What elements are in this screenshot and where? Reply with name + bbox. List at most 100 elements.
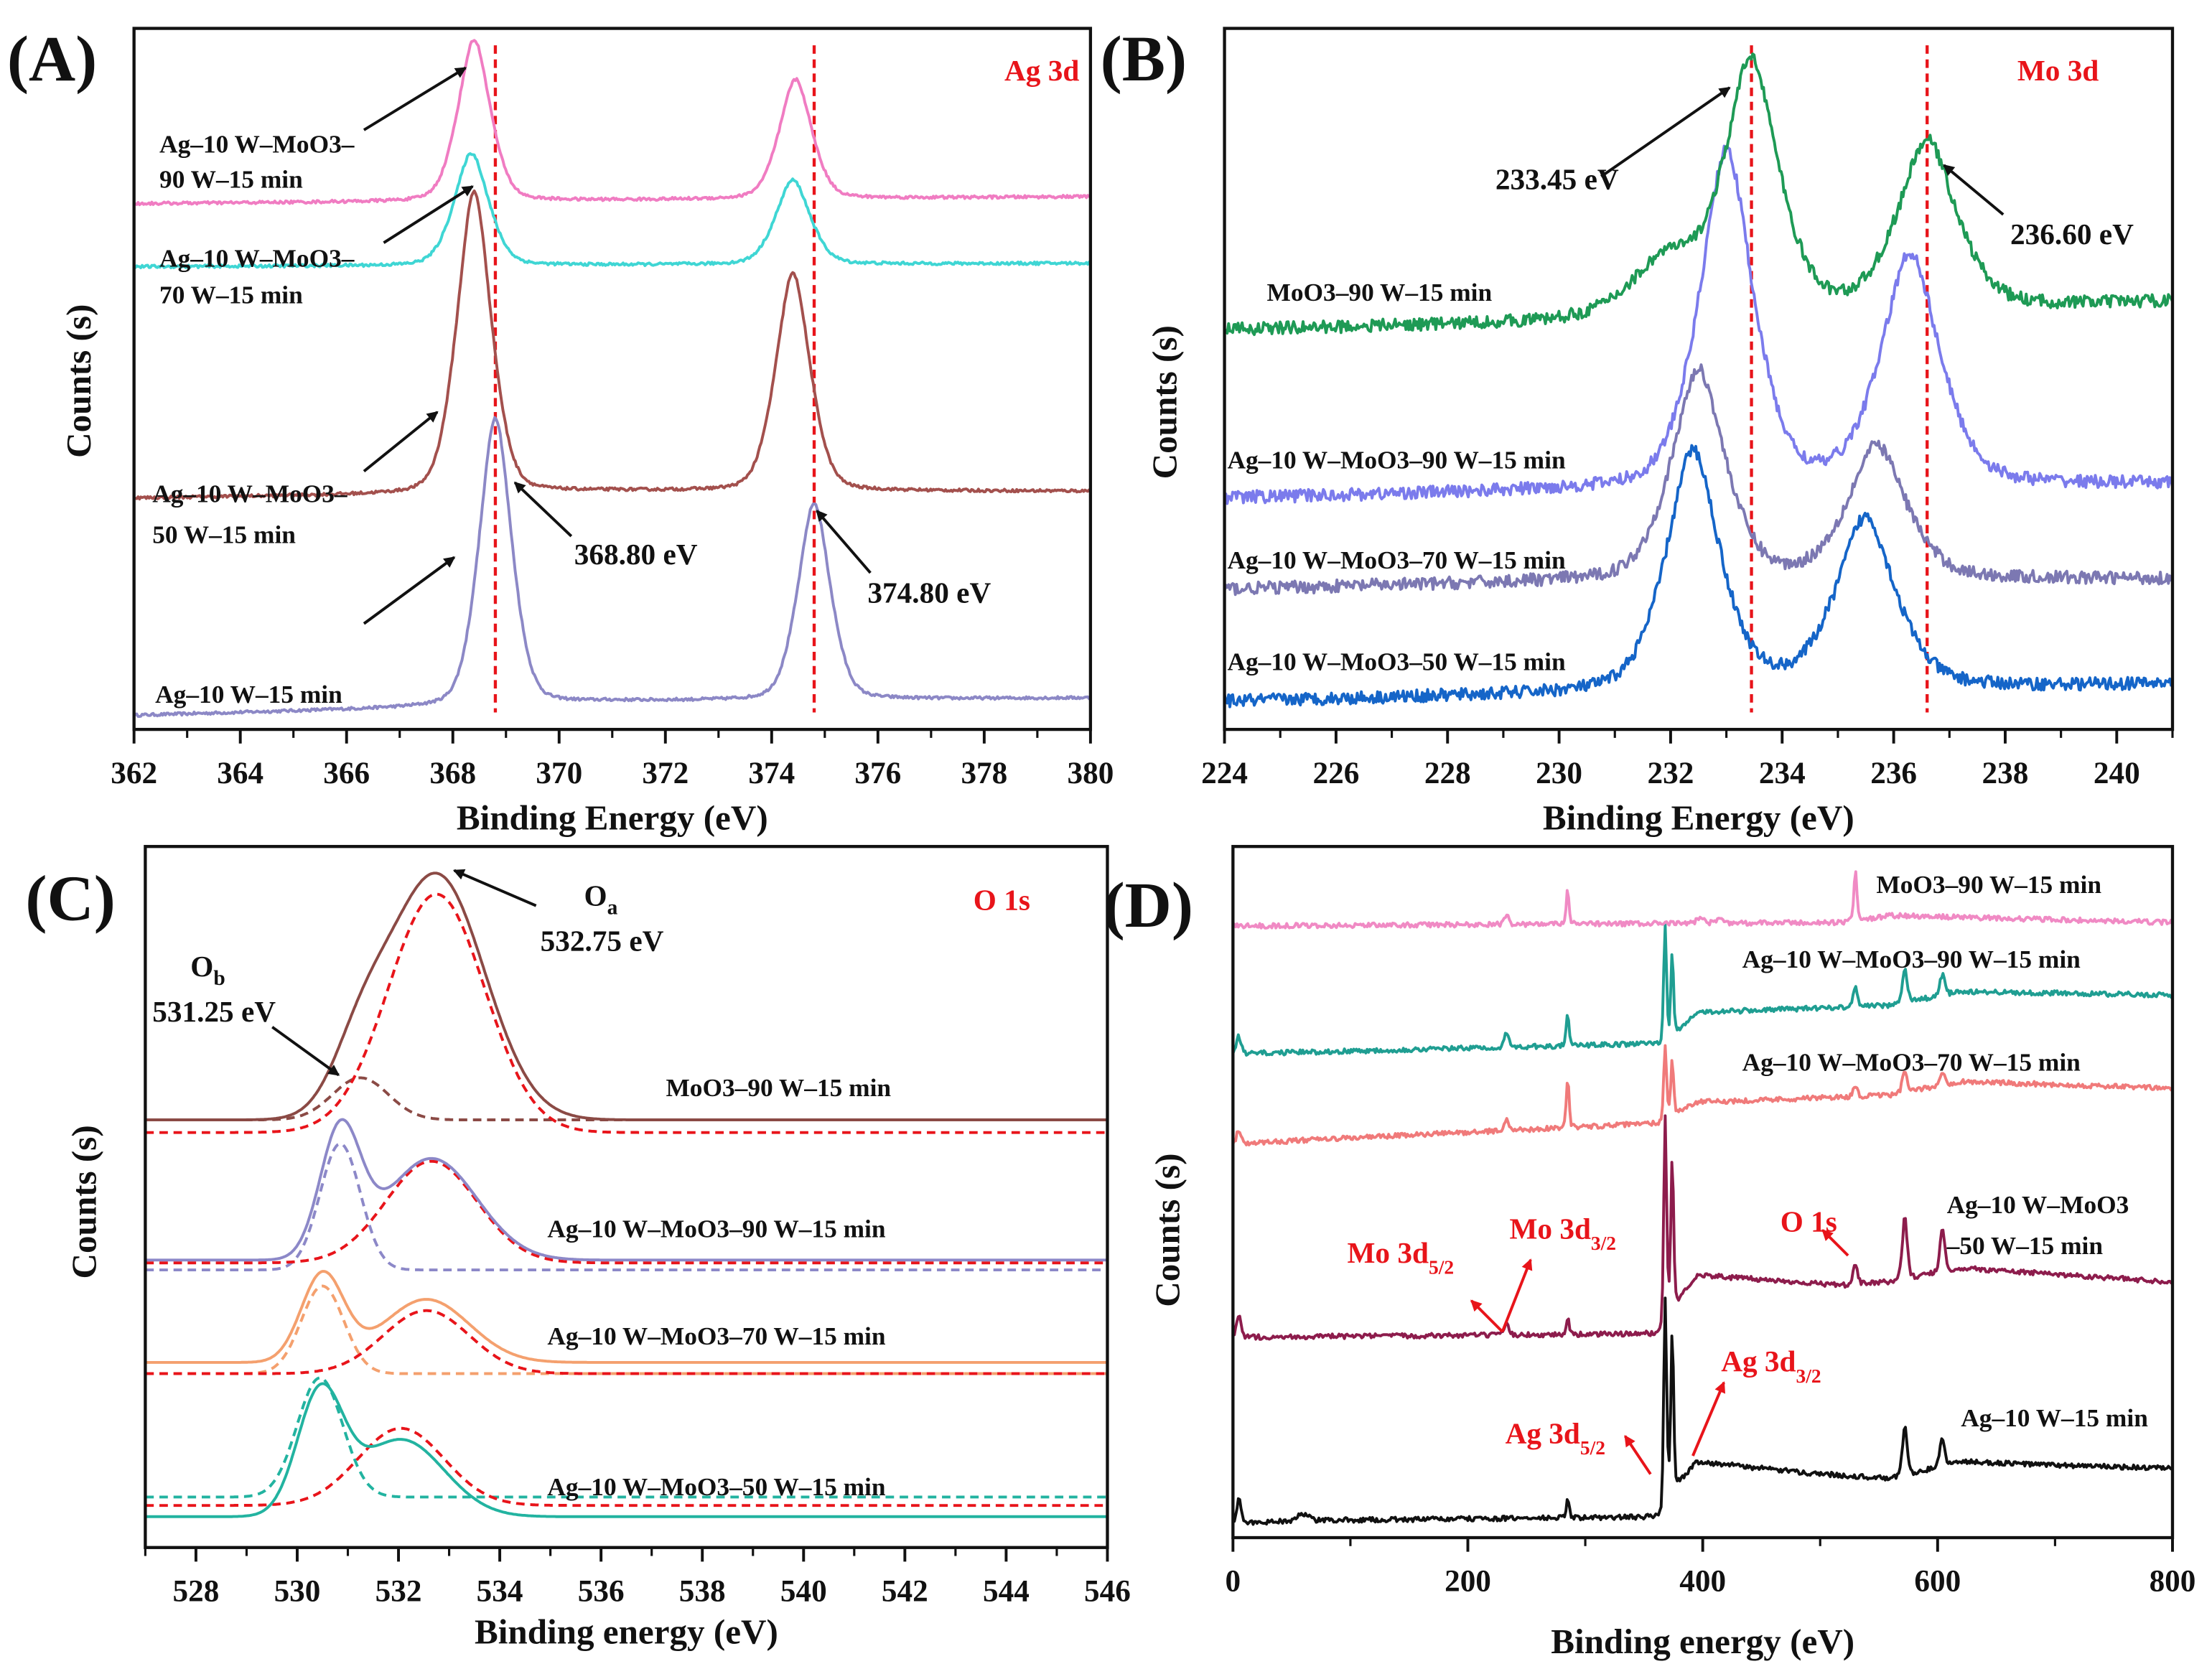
- arrow-icon: [363, 66, 467, 131]
- series-label: Ag–10 W–MoO3–90 W–15 min: [1742, 945, 2081, 973]
- plot-area: [145, 871, 1108, 1518]
- series-label: Ag–10 W–MoO3–50 W–15 min: [547, 1472, 885, 1501]
- x-tick-label: 236: [1870, 756, 1917, 790]
- x-tick-label: 538: [679, 1574, 726, 1608]
- mo-3d52-label: Mo 3d5/2: [1348, 1236, 1455, 1278]
- fit-component-line: [145, 1076, 1108, 1121]
- arrow-icon: [513, 481, 573, 538]
- plot-area: [1233, 870, 2173, 1526]
- plot-frame: [144, 845, 1109, 1549]
- panel-a-ag3d: 362 364 366 368 370 372 374 376 378 380: [111, 27, 1114, 790]
- fit-component-line: [145, 1142, 1108, 1272]
- series-label: Ag–10 W–MoO3: [1947, 1190, 2129, 1219]
- panel-d-survey: 0 200 400 600 800: [1226, 845, 2195, 1599]
- title-a: Ag 3d: [1004, 54, 1079, 87]
- arrow-icon: [1691, 1381, 1726, 1457]
- series-line: [145, 1270, 1108, 1364]
- peak-annotation: 236.60 eV: [2010, 218, 2134, 251]
- x-tick-label: 240: [2094, 756, 2140, 790]
- series-label: MoO3–90 W–15 min: [666, 1073, 891, 1102]
- x-tick-label: 226: [1312, 756, 1359, 790]
- fit-component-line: [145, 1284, 1108, 1375]
- fit-component-line: [145, 1376, 1108, 1499]
- arrows-a: [363, 66, 872, 625]
- x-tick-label: 542: [882, 1574, 928, 1608]
- x-tick-label: 230: [1536, 756, 1582, 790]
- x-tick-label: 364: [217, 756, 263, 790]
- ob-label: Ob: [190, 950, 225, 990]
- xlabel-c: Binding energy (eV): [475, 1612, 778, 1651]
- x-tick-label: 546: [1084, 1574, 1131, 1608]
- peak-annotation: 374.80 eV: [867, 576, 991, 609]
- arrow-icon: [1470, 1299, 1504, 1333]
- panel-b-mo3d: 224 226 228 230 232 234 236 238 240: [1201, 27, 2175, 790]
- x-tick-label: 376: [854, 756, 901, 790]
- ob-value: 531.25 eV: [152, 995, 276, 1028]
- plot-area: [134, 39, 1091, 719]
- series-label: Ag–10 W–MoO3–50 W–15 min: [1227, 648, 1565, 676]
- xlabel-b: Binding Energy (eV): [1543, 798, 1854, 838]
- x-tick-label: 228: [1424, 756, 1471, 790]
- x-tick-label: 536: [578, 1574, 625, 1608]
- series-label: 70 W–15 min: [159, 281, 303, 309]
- x-tick-label: 362: [111, 756, 157, 790]
- ylabel-c: Counts (s): [65, 1125, 104, 1278]
- series-line: [1224, 144, 2173, 505]
- series-label: Ag–10 W–MoO3–70 W–15 min: [1742, 1048, 2081, 1077]
- x-tick-label: 366: [323, 756, 370, 790]
- x-tick-label: 400: [1679, 1564, 1726, 1599]
- title-b: Mo 3d: [2017, 54, 2099, 87]
- plot-area: [1224, 45, 2173, 713]
- x-tick-label: 234: [1759, 756, 1806, 790]
- ag-3d32-label: Ag 3d3/2: [1721, 1345, 1821, 1387]
- panel-label-a: (A): [7, 22, 97, 95]
- arrow-icon: [1501, 1258, 1533, 1332]
- arrow-icon: [816, 510, 872, 574]
- x-tick-label: 534: [477, 1574, 523, 1608]
- arrow-icon: [1623, 1434, 1652, 1475]
- series-line: [1233, 1044, 2173, 1146]
- title-c: O 1s: [974, 884, 1030, 917]
- series-line: [145, 1382, 1108, 1518]
- series-line: [1224, 444, 2173, 709]
- fit-component-line: [145, 1159, 1108, 1265]
- series-line: [1233, 1296, 2173, 1526]
- peak-annotation: 233.45 eV: [1495, 163, 1619, 196]
- arrow-icon: [1943, 164, 2005, 216]
- series-line: [1233, 870, 2173, 930]
- panel-label-d: (D): [1103, 869, 1193, 941]
- series-line: [1233, 923, 2173, 1057]
- x-tick-label: 600: [1914, 1564, 1961, 1599]
- series-line: [1224, 363, 2173, 597]
- peak-annotation: 368.80 eV: [574, 538, 698, 571]
- o1s-label: O 1s: [1781, 1205, 1837, 1238]
- series-line: [1224, 52, 2173, 337]
- xlabel-d: Binding energy (eV): [1551, 1622, 1854, 1661]
- series-label: 90 W–15 min: [159, 165, 303, 194]
- ag-3d52-label: Ag 3d5/2: [1506, 1416, 1605, 1459]
- series-line: [145, 1118, 1108, 1262]
- oa-label: Oa: [584, 879, 617, 920]
- x-tick-label: 238: [1982, 756, 2029, 790]
- mo-3d32-label: Mo 3d3/2: [1509, 1212, 1616, 1254]
- fit-component-line: [145, 1426, 1108, 1507]
- x-tick-label: 372: [642, 756, 689, 790]
- x-tick-label: 378: [961, 756, 1007, 790]
- panel-c-o1s: 528 530 532 534 536 538 540 542 544 546: [144, 845, 1131, 1608]
- series-label: Ag–10 W–MoO3–90 W–15 min: [1227, 446, 1565, 474]
- x-tick-label: 370: [536, 756, 582, 790]
- plot-frame: [1223, 27, 2175, 731]
- series-label: Ag–10 W–MoO3–: [159, 244, 355, 273]
- series-label: Ag–10 W–MoO3–: [159, 129, 355, 158]
- x-tick-label: 200: [1445, 1564, 1491, 1599]
- ylabel-b: Counts (s): [1145, 325, 1185, 479]
- arrows-b: [1600, 86, 2005, 216]
- x-tick-label: 0: [1226, 1564, 1241, 1599]
- arrows-c: [271, 869, 537, 1077]
- series-label: Ag–10 W–15 min: [155, 680, 342, 709]
- series-label: Ag–10 W–MoO3–90 W–15 min: [547, 1214, 885, 1243]
- oa-value: 532.75 eV: [541, 925, 664, 958]
- arrow-icon: [271, 1026, 340, 1077]
- series-line: [134, 416, 1091, 719]
